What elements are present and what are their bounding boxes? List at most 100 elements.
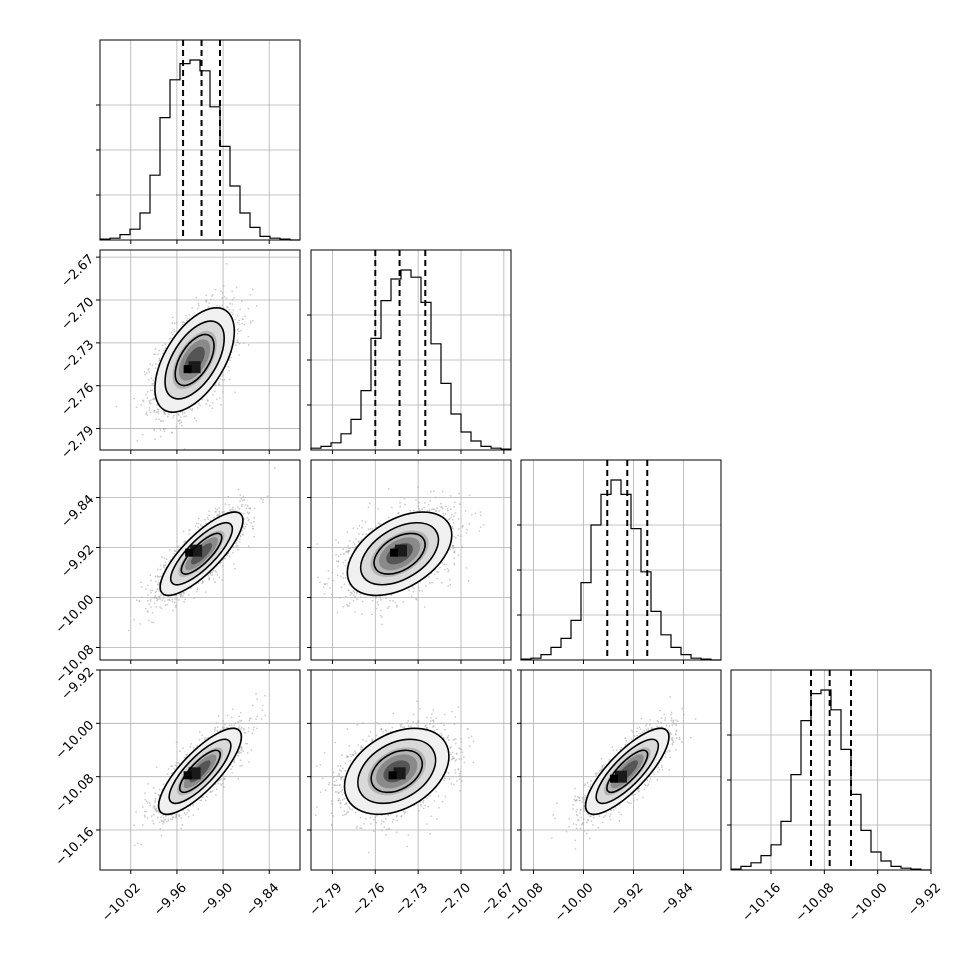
scatter-point <box>133 397 135 400</box>
scatter-point <box>146 397 149 399</box>
scatter-point <box>228 308 231 311</box>
scatter-point <box>681 707 684 710</box>
scatter-point <box>169 818 172 820</box>
scatter-point <box>175 813 178 816</box>
scatter-point <box>656 719 659 722</box>
scatter-point <box>386 607 389 610</box>
scatter-point <box>251 704 254 707</box>
scatter-point <box>141 596 144 599</box>
scatter-point <box>148 407 151 409</box>
scatter-point <box>191 407 194 410</box>
scatter-point <box>314 814 317 817</box>
scatter-point <box>212 569 215 572</box>
scatter-point <box>459 770 462 773</box>
scatter-point <box>234 722 237 725</box>
scatter-point <box>392 712 395 715</box>
scatter-point <box>175 425 178 428</box>
scatter-point <box>163 821 166 824</box>
scatter-point <box>245 742 247 745</box>
contour-line <box>606 749 649 794</box>
scatter-point <box>235 545 238 548</box>
scatter-point <box>421 590 424 592</box>
scatter-point <box>626 801 629 803</box>
scatter-point <box>625 739 628 742</box>
scatter-point <box>620 746 623 749</box>
scatter-point <box>602 764 605 766</box>
scatter-point <box>380 727 383 730</box>
scatter-point <box>156 583 159 586</box>
scatter-point <box>346 811 349 814</box>
scatter-point <box>458 775 461 777</box>
scatter-point <box>327 569 330 572</box>
scatter-point <box>306 795 308 797</box>
scatter-point <box>239 765 241 767</box>
scatter-point <box>465 567 468 569</box>
contour-line <box>584 727 670 816</box>
scatter-point <box>441 507 444 510</box>
scatter-point <box>196 587 199 590</box>
scatter-point <box>371 599 374 602</box>
scatter-point <box>457 554 460 557</box>
scatter-point <box>336 574 339 577</box>
scatter-point <box>247 344 250 346</box>
scatter-point <box>167 599 169 601</box>
scatter-point <box>224 775 227 778</box>
scatter-point <box>242 512 245 515</box>
y-tick-label: −2.79 <box>59 423 98 462</box>
scatter-point <box>154 575 157 578</box>
scatter-point <box>214 288 217 291</box>
scatter-point <box>661 768 664 771</box>
scatter-point <box>339 802 342 805</box>
contour-line <box>157 727 243 816</box>
scatter-point <box>244 315 247 318</box>
scatter-point <box>243 527 246 530</box>
scatter-point <box>376 601 379 603</box>
scatter-point <box>357 744 360 746</box>
scatter-point <box>682 713 685 716</box>
scatter-point <box>174 764 177 767</box>
scatter-point <box>227 365 230 368</box>
scatter-point <box>340 790 343 793</box>
scatter-point <box>343 810 346 812</box>
scatter-point <box>419 803 422 806</box>
scatter-point <box>441 490 444 493</box>
scatter-point <box>349 753 352 756</box>
scatter-point <box>582 818 585 821</box>
scatter-point <box>664 756 667 758</box>
scatter-point <box>140 404 142 406</box>
scatter-point <box>236 332 239 335</box>
scatter-point <box>214 570 217 572</box>
scatter-point <box>233 567 236 570</box>
scatter-point <box>158 359 161 362</box>
scatter-point <box>433 508 436 511</box>
scatter-point <box>343 583 346 586</box>
scatter-point <box>166 772 168 775</box>
scatter-point <box>356 724 359 726</box>
scatter-point <box>214 507 217 510</box>
scatter-point <box>329 587 331 590</box>
scatter-point <box>183 812 186 815</box>
scatter-point <box>138 599 141 602</box>
scatter-point <box>585 832 588 835</box>
scatter-point <box>144 373 147 376</box>
scatter-point <box>152 379 154 382</box>
scatter-point <box>232 308 235 311</box>
scatter-point <box>207 305 210 308</box>
scatter-point <box>418 501 420 504</box>
scatter-point <box>452 544 455 547</box>
scatter-point <box>191 409 193 411</box>
scatter-point <box>568 825 570 828</box>
scatter-point <box>550 837 553 839</box>
scatter-point <box>643 783 646 786</box>
scatter-point <box>260 718 263 720</box>
scatter-point <box>223 723 226 726</box>
scatter-point <box>205 403 208 405</box>
scatter-point <box>183 411 186 414</box>
y-tick-label: −2.73 <box>59 338 98 377</box>
scatter-point <box>351 808 354 811</box>
scatter-point <box>460 758 463 760</box>
scatter-point <box>261 501 264 504</box>
scatter-point <box>235 542 238 545</box>
scatter-point <box>251 525 254 528</box>
scatter-point <box>342 561 345 564</box>
